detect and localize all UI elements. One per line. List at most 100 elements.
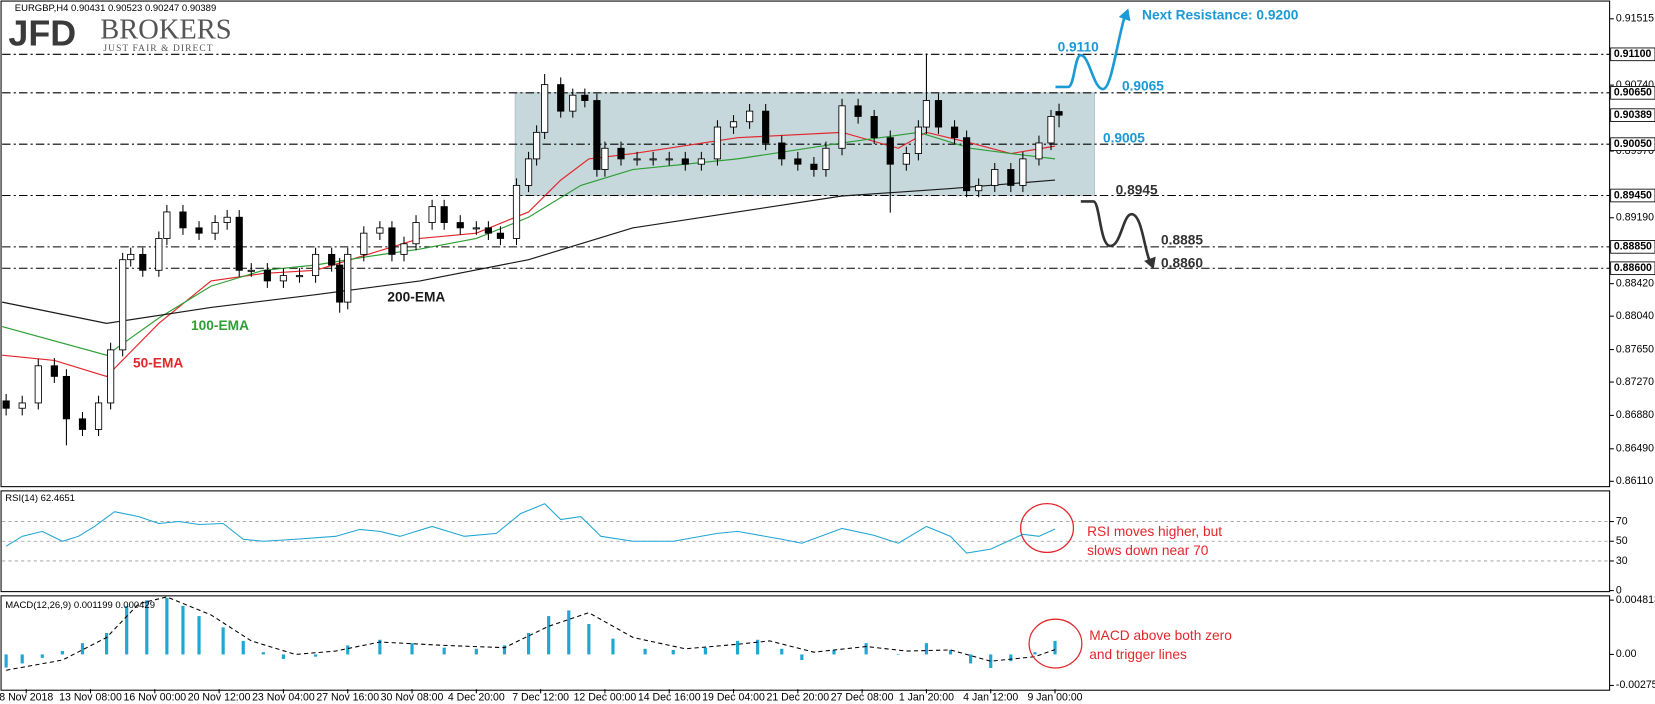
annotation: 0.8885 — [1161, 232, 1203, 247]
y-tick-label: 50 — [1616, 535, 1628, 547]
candle-body — [235, 216, 243, 271]
note: slows down near 70 — [1087, 543, 1209, 558]
candle-body — [119, 259, 127, 351]
candle-body — [681, 158, 689, 165]
macd-bar — [547, 616, 551, 655]
y-tick-label: 0.88040 — [1616, 310, 1654, 322]
candle-body — [810, 163, 818, 170]
y-tick-label: 70 — [1616, 515, 1628, 527]
x-tick-label: 4 Jan 12:00 — [963, 691, 1018, 703]
candle-body — [601, 147, 609, 170]
macd-bar — [832, 649, 836, 655]
macd-bar — [924, 643, 929, 655]
macd-bar — [969, 654, 973, 664]
y-tick-label: 0.89190 — [1616, 212, 1654, 224]
logo-tagline: JUST FAIR & DIRECT — [103, 44, 213, 54]
y-tick-label: 30 — [1616, 555, 1628, 567]
macd-bar — [410, 643, 414, 655]
rsi-title: RSI(14) 62.4651 — [5, 493, 75, 504]
x-tick-label: 1 Jan 20:00 — [899, 691, 954, 703]
x-tick-label: 9 Jan 00:00 — [1027, 691, 1082, 703]
macd-bar — [281, 654, 286, 659]
level-label-box — [1610, 47, 1655, 62]
candle-body — [1055, 111, 1063, 116]
overlay: Next Resistance: 0.9200 0.9110 0.9065 0.… — [5, 3, 1299, 669]
logo-mark: JFD — [8, 12, 76, 53]
x-tick-label: 30 Nov 08:00 — [381, 691, 444, 703]
candle-body — [697, 158, 705, 165]
candle-body — [746, 110, 754, 123]
macd-bar — [60, 651, 64, 655]
note: MACD above both zero — [1089, 628, 1232, 643]
candle-body — [934, 100, 943, 128]
level-label-box — [1610, 261, 1655, 276]
candle-body — [729, 121, 738, 128]
x-tick-label: 4 Dec 20:00 — [448, 691, 505, 703]
x-tick-label: 27 Nov 16:00 — [316, 691, 379, 703]
candle-body — [50, 365, 58, 377]
macd-bar — [1033, 652, 1037, 655]
macd-bar — [896, 654, 900, 655]
candle-body — [344, 253, 352, 303]
y-tick-label: 0.86110 — [1616, 475, 1653, 487]
candle-body — [1035, 142, 1043, 160]
level-label: 0.88600 — [1614, 262, 1652, 274]
annotation: 0.9110 — [1058, 39, 1100, 54]
macd-bar — [165, 598, 169, 655]
ema-line — [1, 179, 1056, 324]
candle-body — [360, 232, 368, 255]
macd-bar — [105, 633, 109, 655]
candle-body — [870, 116, 878, 139]
candle-body — [794, 158, 802, 165]
ema-label: 100-EMA — [191, 318, 249, 333]
x-tick-label: 20 Nov 12:00 — [188, 691, 251, 703]
macd-bar — [864, 643, 868, 655]
candle-body — [541, 84, 549, 133]
bearish-scenario-arrow — [1080, 200, 1152, 264]
y-tick-label: 0.87650 — [1616, 343, 1654, 355]
candle-body — [412, 222, 420, 245]
candle-body — [263, 269, 271, 282]
macd-bar — [346, 645, 350, 655]
candle-body — [179, 211, 187, 229]
candle-body — [223, 216, 231, 223]
candle-body — [388, 227, 396, 255]
arrow-head — [1118, 8, 1131, 22]
macd-bar — [474, 648, 478, 655]
ema-label: 200-EMA — [387, 290, 445, 305]
bullish-scenario-arrow — [1055, 14, 1127, 91]
macd-bar — [756, 639, 760, 655]
candle-body — [778, 142, 786, 160]
macd-bar — [20, 654, 24, 664]
annotation: Next Resistance: 0.9200 — [1142, 8, 1299, 23]
candle-body — [139, 253, 147, 271]
annotation: 0.9065 — [1122, 79, 1164, 94]
x-tick-label: 7 Dec 12:00 — [512, 691, 569, 703]
macd-bar — [197, 616, 201, 655]
candle-body — [440, 206, 448, 223]
level-label: 0.90650 — [1614, 87, 1652, 99]
candle-body — [581, 94, 589, 101]
level-label-box — [1610, 188, 1655, 203]
panel-frame — [0, 0, 1611, 488]
candle-body — [762, 110, 770, 144]
candle-body — [2, 400, 10, 409]
y-tick-label: 0.86880 — [1616, 409, 1654, 421]
candle-body — [62, 375, 70, 420]
x-tick-label: 21 Dec 20:00 — [766, 691, 829, 703]
rsi-line — [5, 503, 1056, 554]
level-label-box — [1610, 137, 1655, 151]
candle-body — [569, 94, 577, 112]
macd-bar — [442, 647, 446, 655]
candle-body — [963, 137, 971, 192]
candle-body — [914, 126, 922, 155]
candle-body — [484, 227, 492, 234]
macd-bar — [40, 654, 44, 658]
candle-body — [991, 169, 999, 186]
candle-body — [1019, 158, 1027, 186]
candle-body — [822, 147, 830, 170]
candle-body — [975, 184, 983, 192]
rsi-highlight-circle — [1020, 502, 1075, 554]
